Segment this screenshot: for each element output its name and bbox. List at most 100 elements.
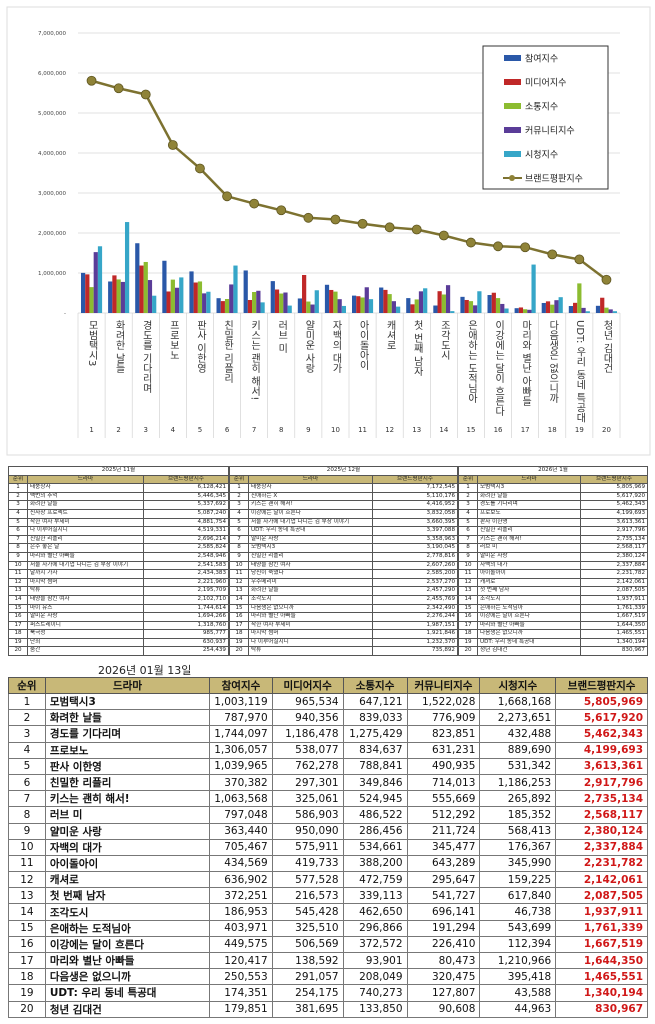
participation-cell: 174,351 [209, 984, 273, 1002]
drama-cell: 키스는 괜히 해서! [44, 790, 211, 808]
brand-index-cell: 4,199,693 [580, 508, 648, 519]
bar-3-10 [333, 291, 338, 313]
line-point-6 [222, 191, 232, 202]
bar-4-11 [364, 287, 369, 313]
table-row: 18 마지막 썸머 1,921,846 [229, 629, 458, 639]
category-number: 1 [89, 426, 93, 434]
drama-cell: 단죄 [27, 637, 144, 648]
bar-3-9 [306, 301, 311, 313]
column-header: 참여지수 [209, 677, 273, 694]
bar-3-5 [197, 281, 203, 313]
month-title: 2025년 11월 [8, 466, 229, 476]
rank-cell: 18 [229, 629, 249, 639]
drama-cell: 북극성 [27, 629, 144, 639]
table-row: 7 키스는 괜히 해서! 2,735,134 [458, 534, 648, 545]
table-row: 12 마지막 썸머 2,221,960 [8, 577, 229, 588]
bar-4-19 [581, 307, 586, 313]
brand-index-cell: 3,660,395 [372, 517, 458, 528]
category-label: 키스는 괜히 해서! [249, 320, 261, 401]
viewing-cell: 112,394 [479, 935, 557, 954]
rank-cell: 5 [458, 517, 478, 528]
brand-index-cell: 3,613,361 [580, 517, 648, 528]
table-row: 18 북극성 985,777 [8, 629, 229, 639]
brand-index-cell: 5,462,343 [555, 725, 648, 743]
brand-index-cell: 5,805,969 [580, 483, 648, 493]
bar-5-14 [450, 311, 455, 313]
rank-cell: 2 [8, 709, 46, 727]
drama-cell: 착한 여자 부세미 [248, 620, 373, 631]
rank-cell: 15 [458, 603, 478, 614]
drama-cell: 친밀한 리플리 [248, 551, 373, 562]
communication-cell: 462,650 [342, 903, 408, 921]
drama-cell: 얄미운 사랑 [27, 612, 144, 622]
participation-cell: 179,851 [209, 1000, 273, 1018]
detail-index-table: 순위 드라마 참여지수 미디어지수 소통지수 커뮤니티지수 시청지수 브랜드평판지수 1 모범택… [8, 677, 648, 1018]
table-row: 19 단죄 630,937 [8, 637, 229, 648]
communication-cell: 296,866 [342, 919, 408, 937]
category-label: 자백의 대가 [330, 320, 342, 374]
bar-3-3 [143, 261, 148, 313]
table-row: 7 얄미운 사랑 3,358,963 [229, 534, 458, 545]
participation-cell: 186,953 [209, 903, 273, 921]
communication-cell: 834,637 [342, 741, 408, 759]
drama-cell: 러브 미 [44, 806, 211, 824]
rank-cell: 6 [229, 526, 249, 536]
community-cell: 555,669 [406, 790, 481, 808]
table-row: 8 러브 미 2,568,117 [458, 543, 648, 553]
rank-cell: 4 [8, 508, 28, 519]
drama-cell: 모범택시3 [248, 543, 373, 553]
brand-index-cell: 985,777 [143, 629, 229, 639]
communication-cell: 372,572 [342, 935, 408, 954]
drama-cell: 키스는 괜히 해서! [477, 534, 581, 545]
bar-5-3 [152, 295, 157, 313]
participation-cell: 636,902 [209, 871, 273, 889]
table-row: 9 친밀한 리플리 2,778,816 [229, 551, 458, 562]
line-point-9 [303, 212, 314, 223]
table-row: 5 착한 여자 부세미 4,881,754 [8, 517, 229, 528]
brand-index-cell: 4,416,952 [372, 500, 458, 510]
bar-3-17 [523, 309, 528, 313]
brand-index-cell: 2,337,884 [580, 560, 648, 571]
table-row: 14 조각도시 186,953 545,428 462,650 696,141 46,738… [8, 903, 648, 921]
bar-3-18 [550, 304, 555, 313]
brand-index-cell: 2,607,260 [372, 560, 458, 571]
communication-cell: 647,121 [342, 692, 408, 711]
brand-index-cell: 4,519,331 [143, 526, 229, 536]
table-row: 11 당신이 죽였다 2,585,200 [229, 569, 458, 579]
viewing-cell: 43,588 [479, 984, 557, 1002]
rank-cell: 14 [229, 594, 249, 605]
table-row: 20 청년 김대건 830,967 [458, 646, 648, 657]
column-header: 드라마 [248, 474, 373, 485]
bar-1-5 [189, 271, 194, 313]
drama-cell: 판사 이한영 [477, 517, 581, 528]
viewing-cell: 159,225 [479, 871, 557, 889]
rank-cell: 17 [8, 951, 46, 970]
communication-cell: 788,841 [342, 757, 408, 775]
table-row: 14 태양을 삼킨 여자 2,102,710 [8, 594, 229, 605]
table-row: 5 판사 이한영 3,613,361 [458, 517, 648, 528]
viewing-cell: 531,342 [479, 757, 557, 775]
legend-swatch [504, 79, 521, 85]
table-row: 5 판사 이한영 1,039,965 762,278 788,841 490,935 531… [8, 757, 648, 775]
brand-index-cell: 1,921,846 [372, 629, 458, 639]
communication-cell: 93,901 [342, 951, 408, 970]
category-label: 이강에는 달이 흐른다 [493, 320, 505, 417]
bar-5-12 [395, 306, 401, 313]
table-row: 16 얄미운 사랑 1,694,266 [8, 612, 229, 622]
table-row: 3 경도를 기다리며 1,744,097 1,186,478 1,275,429 823,… [8, 725, 648, 743]
communication-cell: 472,759 [342, 871, 408, 889]
category-number: 3 [144, 426, 148, 434]
bar-2-19 [573, 302, 578, 313]
bar-3-11 [360, 297, 365, 313]
bar-5-5 [206, 291, 211, 313]
brand-index-cell: 5,110,176 [372, 491, 458, 502]
table-row: 5 서울 자가에 대기업 다니는 김 부장 이야기 3,660,395 [229, 517, 458, 528]
bar-4-20 [608, 309, 613, 313]
viewing-cell: 185,352 [479, 806, 557, 824]
media-cell: 586,903 [271, 806, 344, 824]
brand-index-cell: 5,805,969 [555, 692, 648, 711]
brand-index-cell: 2,585,824 [143, 543, 229, 553]
category-number: 20 [602, 426, 611, 434]
brand-index-cell: 2,231,782 [555, 854, 648, 873]
rank-cell: 20 [458, 646, 478, 657]
